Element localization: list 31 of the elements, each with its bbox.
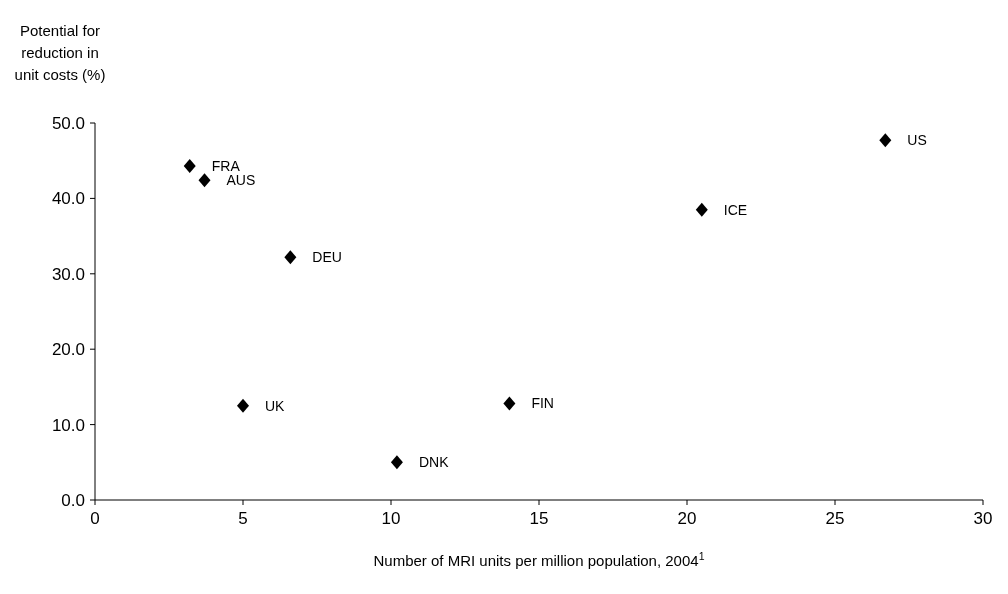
x-tick-label: 15 [529,509,549,528]
point [183,158,196,173]
annotation: DEU [312,249,342,266]
y-tick-label: 20.0 [51,340,85,360]
point [695,202,708,217]
y-tick-label: 10.0 [51,415,85,435]
point [237,398,249,413]
point [879,133,892,148]
annotation: AUS [226,172,256,189]
point [390,455,403,470]
point [198,173,211,188]
y-tick-label: 30.0 [51,264,85,284]
x-tick-label: 0 [90,509,100,528]
x-tick-label: 20 [677,509,697,528]
x-tick-label: 30 [973,509,993,528]
x-tick-label: 25 [825,509,845,528]
y-axis-title: Potential for reduction in unit costs (%) [14,22,106,83]
x-tick-label: 10 [381,509,401,528]
y-tick-label: 50.0 [51,113,85,133]
point [503,396,516,411]
y-tick-label: 0.0 [61,490,85,510]
annotation: FIN [531,395,554,412]
annotation: US [907,132,927,149]
y-tick-label: 40.0 [51,189,85,209]
annotation: ICE [723,201,748,218]
annotation: UK [265,397,286,414]
annotation: DNK [418,454,450,471]
x-axis-title: Number of MRI units per million population, 2004$^{1}$ [373,550,705,569]
x-tick-label: 5 [238,509,248,528]
annotation: FRA [211,157,241,174]
point [284,250,297,265]
